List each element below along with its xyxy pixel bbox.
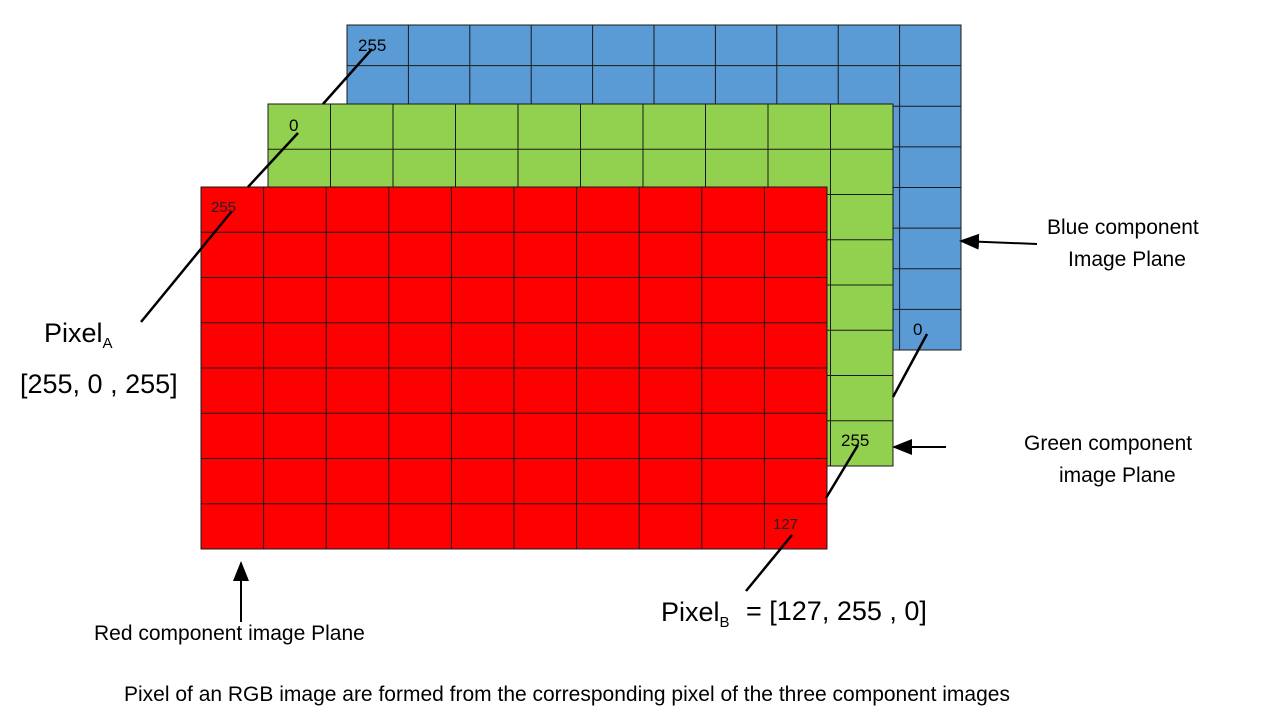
blue-pixel-b-value: 0 xyxy=(913,320,923,339)
pixel-b-leader-red xyxy=(745,534,793,592)
green-pixel-b-value: 255 xyxy=(841,431,870,450)
blue-plane-label-line2: Image Plane xyxy=(1068,248,1186,271)
green-plane-label-line1: Green component xyxy=(1024,432,1193,455)
red-component-plane xyxy=(200,186,828,550)
green-plane-label-line2: image Plane xyxy=(1059,464,1176,487)
red-plane-label: Red component image Plane xyxy=(94,622,365,645)
pixel-b-leader-green xyxy=(824,444,860,499)
pixel-a-leader-green xyxy=(247,132,299,188)
blue-label-arrow xyxy=(959,233,1038,250)
red-pixel-a-value: 255 xyxy=(211,199,237,216)
pixel-b-value: = [127, 255 , 0] xyxy=(746,596,927,626)
red-pixel-b-value: 127 xyxy=(773,516,799,533)
blue-pixel-a-value: 255 xyxy=(358,36,387,55)
pixel-b-label: PixelB xyxy=(661,597,730,631)
pixel-a-label: PixelA xyxy=(44,318,113,352)
pixel-a-value: [255, 0 , 255] xyxy=(20,369,178,399)
diagram-caption: Pixel of an RGB image are formed from th… xyxy=(124,683,1010,706)
pixel-a-leader-red xyxy=(140,210,233,323)
blue-plane-label-line1: Blue component xyxy=(1047,216,1199,239)
green-pixel-a-value: 0 xyxy=(289,116,299,135)
pixel-b-leader-blue xyxy=(891,333,929,398)
pixel-a-leader-blue xyxy=(322,48,373,105)
